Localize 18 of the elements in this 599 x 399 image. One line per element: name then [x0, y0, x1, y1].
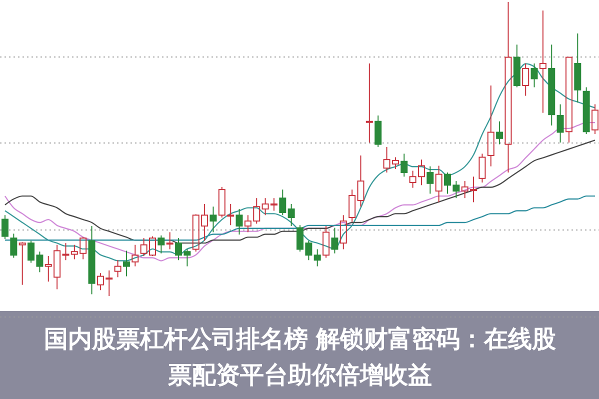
candlestick — [166, 232, 174, 250]
candlestick — [88, 226, 96, 295]
text: 国内股票杠杆公司排名榜 解锁财富密码：在线股票配资平台助你倍增收益 — [44, 325, 558, 389]
candlestick — [548, 44, 556, 126]
candlestick — [530, 62, 538, 88]
candlestick — [122, 250, 130, 277]
candlestick — [539, 10, 546, 114]
candlestick — [288, 203, 295, 227]
candlestick — [574, 32, 582, 104]
candlestick — [210, 206, 217, 233]
candlestick — [340, 214, 347, 250]
candlestick — [556, 104, 564, 144]
candlestick — [522, 62, 530, 96]
candlestick — [487, 84, 494, 167]
candlestick — [366, 62, 373, 144]
candlestick — [435, 165, 442, 203]
candlestick — [496, 120, 504, 145]
candlestick — [504, 2, 512, 174]
